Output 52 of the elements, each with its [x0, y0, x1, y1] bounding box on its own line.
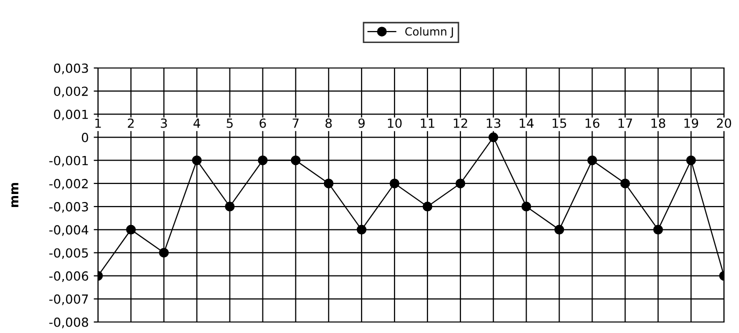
- x-tick-label: 11: [420, 118, 434, 128]
- point: [390, 178, 400, 188]
- y-tick-label: -0,004: [49, 225, 88, 236]
- x-tick-label: 17: [618, 118, 632, 128]
- point: [356, 224, 366, 234]
- point: [587, 156, 598, 166]
- x-tick-label: 15: [552, 118, 566, 128]
- x-tick-label: 12: [454, 118, 468, 128]
- x-tick-label: 3: [160, 118, 167, 128]
- y-tick-label: -0,006: [49, 271, 88, 282]
- x-tick-label: 5: [226, 118, 233, 128]
- y-tick-label: -0,001: [49, 156, 88, 167]
- x-tick-label: 6: [260, 118, 266, 128]
- y-tick-label: -0,005: [49, 248, 88, 259]
- point: [686, 156, 696, 166]
- point: [290, 156, 301, 166]
- x-tick-label: 2: [128, 118, 134, 128]
- y-tick-label: 0,002: [54, 86, 88, 98]
- x-tick-label: 4: [193, 118, 200, 128]
- y-tick-label: -0,002: [49, 178, 88, 190]
- legend-label: Column J: [405, 27, 453, 38]
- point: [258, 156, 268, 166]
- x-tick-label: 10: [388, 118, 402, 128]
- point: [456, 178, 466, 188]
- y-tick-label: 0,001: [54, 110, 88, 120]
- y-tick-label: 0,003: [54, 63, 88, 74]
- point: [488, 132, 498, 142]
- x-tick-label: 20: [716, 118, 732, 128]
- point: [653, 224, 663, 234]
- y-tick-label: -0,003: [49, 202, 88, 213]
- x-tick-label: 16: [586, 118, 600, 128]
- point: [159, 248, 169, 258]
- x-tick-label: 8: [326, 118, 332, 128]
- point: [324, 178, 334, 188]
- point: [224, 202, 235, 212]
- x-tick-label: 13: [486, 118, 500, 128]
- y-tick-label: 0: [82, 132, 88, 142]
- point: [554, 224, 564, 234]
- x-tick-label: 19: [684, 118, 698, 128]
- point: [521, 202, 532, 212]
- x-tick-label: 18: [652, 118, 666, 128]
- x-tick-label: 7: [292, 118, 299, 128]
- point: [620, 178, 630, 188]
- y-tick-label: -0,007: [49, 294, 88, 306]
- y-axis-title: mm: [11, 182, 18, 207]
- y-tick-label: -0,008: [49, 317, 88, 328]
- x-tick-label: 1: [95, 118, 101, 128]
- x-tick-label: 14: [520, 118, 534, 128]
- x-tick-label: 9: [358, 118, 365, 128]
- point: [126, 224, 136, 234]
- point: [192, 156, 202, 166]
- point: [422, 202, 432, 212]
